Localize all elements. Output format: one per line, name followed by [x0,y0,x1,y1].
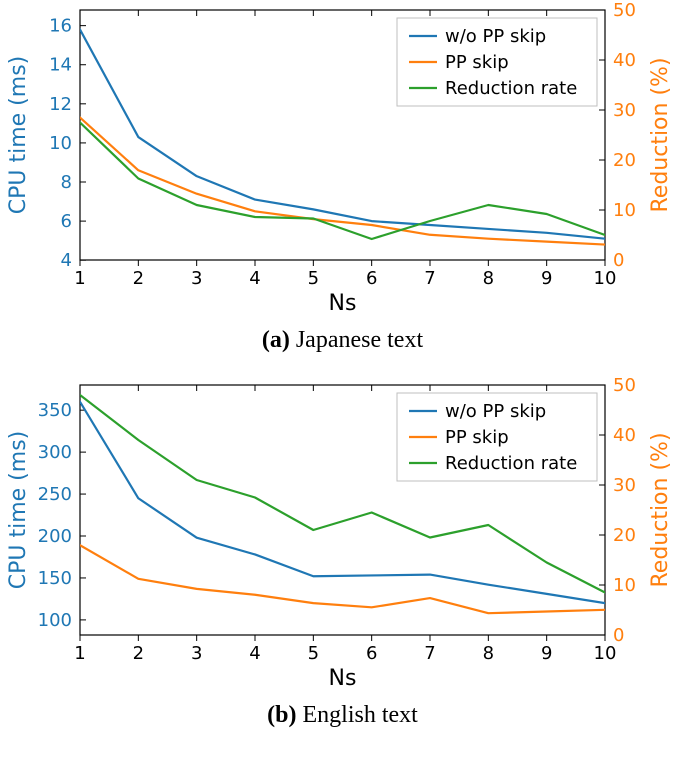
svg-text:20: 20 [613,525,636,546]
svg-text:CPU time (ms): CPU time (ms) [6,431,31,589]
svg-text:PP skip: PP skip [445,52,509,73]
svg-text:10: 10 [594,268,617,289]
svg-text:7: 7 [424,268,435,289]
svg-text:0: 0 [613,250,624,271]
svg-text:Reduction (%): Reduction (%) [648,57,673,212]
svg-text:w/o PP skip: w/o PP skip [445,401,546,422]
svg-text:200: 200 [38,526,72,547]
svg-text:150: 150 [38,568,72,589]
svg-text:9: 9 [541,268,552,289]
svg-text:7: 7 [424,643,435,664]
caption-b-text: English text [303,702,418,728]
svg-text:w/o PP skip: w/o PP skip [445,26,546,47]
svg-text:12: 12 [49,94,72,115]
svg-text:8: 8 [61,172,72,193]
svg-text:0: 0 [613,625,624,646]
svg-text:CPU time (ms): CPU time (ms) [6,56,31,214]
svg-text:9: 9 [541,643,552,664]
svg-text:1: 1 [74,268,85,289]
svg-text:8: 8 [483,268,494,289]
svg-text:6: 6 [366,268,377,289]
svg-text:4: 4 [249,268,260,289]
svg-text:10: 10 [49,133,72,154]
svg-text:10: 10 [594,643,617,664]
svg-text:1: 1 [74,643,85,664]
svg-text:Reduction rate: Reduction rate [445,78,577,99]
svg-text:10: 10 [613,200,636,221]
svg-text:30: 30 [613,100,636,121]
svg-text:Ns: Ns [329,666,357,691]
svg-text:6: 6 [366,643,377,664]
panel-a: 12345678910Ns46810121416CPU time (ms)010… [0,0,685,325]
svg-text:2: 2 [133,268,144,289]
svg-text:8: 8 [483,643,494,664]
svg-text:Reduction (%): Reduction (%) [648,432,673,587]
svg-text:10: 10 [613,575,636,596]
svg-text:Reduction rate: Reduction rate [445,453,577,474]
svg-text:3: 3 [191,643,202,664]
svg-text:5: 5 [308,643,319,664]
figure: 12345678910Ns46810121416CPU time (ms)010… [0,0,685,762]
svg-text:40: 40 [613,50,636,71]
svg-text:3: 3 [191,268,202,289]
svg-text:5: 5 [308,268,319,289]
chart-b: 12345678910Ns100150200250300350CPU time … [0,375,685,700]
svg-text:4: 4 [61,250,72,271]
caption-a: (a) Japanese text [0,327,685,354]
svg-text:4: 4 [249,643,260,664]
svg-text:6: 6 [61,211,72,232]
caption-a-label: (a) [262,327,290,353]
caption-b: (b) English text [0,702,685,729]
caption-b-label: (b) [267,702,296,728]
svg-text:40: 40 [613,425,636,446]
svg-text:Ns: Ns [329,291,357,316]
svg-text:20: 20 [613,150,636,171]
svg-text:50: 50 [613,0,636,21]
svg-text:16: 16 [49,16,72,37]
svg-text:250: 250 [38,484,72,505]
svg-text:350: 350 [38,400,72,421]
chart-a: 12345678910Ns46810121416CPU time (ms)010… [0,0,685,325]
svg-text:2: 2 [133,643,144,664]
caption-a-text: Japanese text [296,327,423,353]
panel-b: 12345678910Ns100150200250300350CPU time … [0,375,685,700]
svg-text:14: 14 [49,55,72,76]
svg-text:300: 300 [38,442,72,463]
svg-text:30: 30 [613,475,636,496]
svg-text:100: 100 [38,610,72,631]
svg-text:50: 50 [613,375,636,396]
svg-text:PP skip: PP skip [445,427,509,448]
